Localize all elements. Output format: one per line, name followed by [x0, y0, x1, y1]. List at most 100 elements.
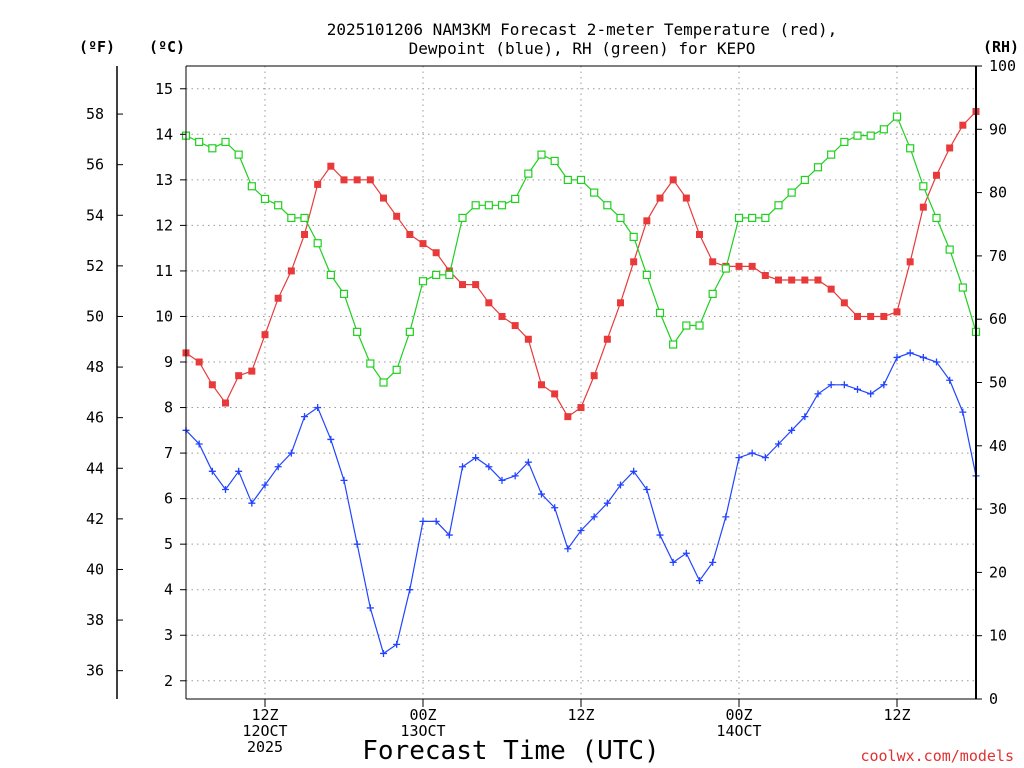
dewpoint-point-5 — [248, 499, 256, 507]
temperature-point-44 — [761, 271, 769, 279]
rh-tick-label-50: 50 — [989, 374, 1007, 392]
temperature-point-1 — [195, 358, 203, 366]
rh-point-25 — [511, 194, 520, 204]
fahrenheit-tick-label-56: 56 — [86, 156, 104, 174]
dewpoint-point-2 — [208, 467, 216, 475]
chart-title-line-2: Dewpoint (blue), RH (green) for KEPO — [409, 39, 756, 58]
dewpoint-point-11 — [327, 435, 335, 443]
rh-point-37 — [669, 340, 678, 349]
temperature-point-15 — [380, 194, 387, 202]
rh-tick-label-40: 40 — [989, 437, 1007, 455]
series-layer — [181, 108, 981, 657]
celsius-tick-label-13: 13 — [155, 171, 173, 189]
temperature-point-24 — [498, 312, 506, 320]
dewpoint-point-8 — [287, 449, 295, 457]
dewpoint-point-54 — [893, 353, 901, 361]
dewpoint-point-46 — [788, 426, 796, 434]
dewpoint-point-51 — [854, 385, 861, 393]
temperature-point-57 — [933, 171, 940, 179]
dewpoint-point-12 — [340, 476, 348, 484]
dewpoint-point-22 — [472, 454, 480, 462]
temperature-point-8 — [287, 267, 295, 275]
dewpoint-point-43 — [748, 449, 756, 457]
axis-layer: 2345678910111213141536384042444648505254… — [86, 57, 1016, 756]
temperature-point-22 — [472, 281, 480, 289]
dewpoint-point-31 — [590, 513, 598, 521]
rh-tick-label-30: 30 — [989, 500, 1007, 518]
dewpoint-point-7 — [274, 463, 282, 471]
temperature-point-55 — [906, 258, 914, 266]
x-tick-label-6-1: 12OCT — [242, 722, 287, 740]
fahrenheit-tick-label-38: 38 — [86, 611, 104, 629]
temperature-point-14 — [366, 176, 374, 184]
x-tick-label-18-0: 00Z — [409, 706, 436, 724]
celsius-tick-label-15: 15 — [155, 80, 173, 98]
dewpoint-point-6 — [261, 481, 269, 489]
rh-point-23 — [484, 201, 493, 210]
dewpoint-point-33 — [617, 481, 624, 489]
rh-point-26 — [524, 169, 533, 178]
rh-point-10 — [313, 239, 322, 248]
temperature-point-48 — [814, 276, 822, 284]
rh-point-4 — [234, 150, 243, 159]
celsius-tick-label-7: 7 — [164, 444, 173, 462]
dewpoint-point-55 — [906, 349, 914, 357]
rh-point-30 — [576, 175, 586, 185]
rh-point-5 — [247, 182, 256, 191]
x-axis-title: Forecast Time (UTC) — [362, 736, 659, 766]
temperature-point-43 — [748, 262, 756, 270]
rh-point-3 — [221, 137, 230, 147]
dewpoint-point-34 — [630, 467, 638, 475]
rh-point-24 — [497, 201, 507, 210]
dewpoint-point-23 — [485, 463, 493, 471]
rh-point-48 — [813, 163, 823, 172]
celsius-tick-label-2: 2 — [164, 672, 173, 690]
dewpoint-point-50 — [840, 381, 848, 389]
temperature-point-27 — [538, 381, 545, 389]
rh-point-46 — [787, 188, 796, 197]
rh-point-42 — [734, 213, 744, 223]
temperature-point-58 — [946, 144, 954, 152]
celsius-tick-label-6: 6 — [164, 490, 173, 508]
temperature-point-32 — [603, 335, 611, 343]
temperature-point-5 — [248, 367, 256, 375]
dewpoint-point-56 — [919, 353, 927, 361]
temperature-point-49 — [827, 285, 835, 293]
dewpoint-point-16 — [393, 640, 401, 648]
rh-point-9 — [300, 213, 309, 223]
temperature-point-52 — [867, 312, 875, 320]
rh-point-14 — [366, 359, 375, 368]
fahrenheit-tick-label-48: 48 — [86, 358, 104, 376]
rh-point-13 — [353, 327, 362, 336]
temperature-point-6 — [261, 331, 269, 339]
rh-point-53 — [879, 125, 888, 134]
dewpoint-point-15 — [380, 649, 387, 657]
temperature-point-53 — [880, 312, 888, 320]
temperature-point-12 — [340, 176, 348, 184]
dewpoint-point-45 — [775, 440, 782, 448]
temperature-point-38 — [682, 194, 690, 202]
rh-point-54 — [892, 112, 902, 121]
dewpoint-point-20 — [445, 531, 453, 539]
celsius-unit-label: (ºC) — [149, 38, 185, 56]
x-tick-label-18-1: 13OCT — [400, 722, 445, 740]
dewpoint-point-58 — [946, 376, 954, 384]
rh-point-21 — [458, 213, 467, 223]
grid-layer — [186, 66, 976, 699]
fahrenheit-tick-label-36: 36 — [86, 662, 104, 680]
temperature-point-51 — [854, 312, 861, 320]
rh-point-57 — [932, 213, 941, 223]
rh-point-15 — [379, 378, 388, 387]
rh-point-45 — [774, 201, 783, 210]
temperature-point-34 — [630, 258, 638, 266]
dewpoint-point-37 — [669, 558, 677, 566]
fahrenheit-tick-label-40: 40 — [86, 560, 104, 578]
fahrenheit-tick-label-52: 52 — [86, 257, 104, 275]
temperature-point-23 — [485, 299, 493, 307]
rh-tick-label-0: 0 — [989, 690, 998, 708]
temperature-point-47 — [801, 276, 809, 284]
dewpoint-point-14 — [366, 604, 374, 612]
dewpoint-point-52 — [867, 390, 875, 398]
rh-tick-label-70: 70 — [989, 247, 1007, 265]
rh-point-17 — [405, 327, 414, 336]
